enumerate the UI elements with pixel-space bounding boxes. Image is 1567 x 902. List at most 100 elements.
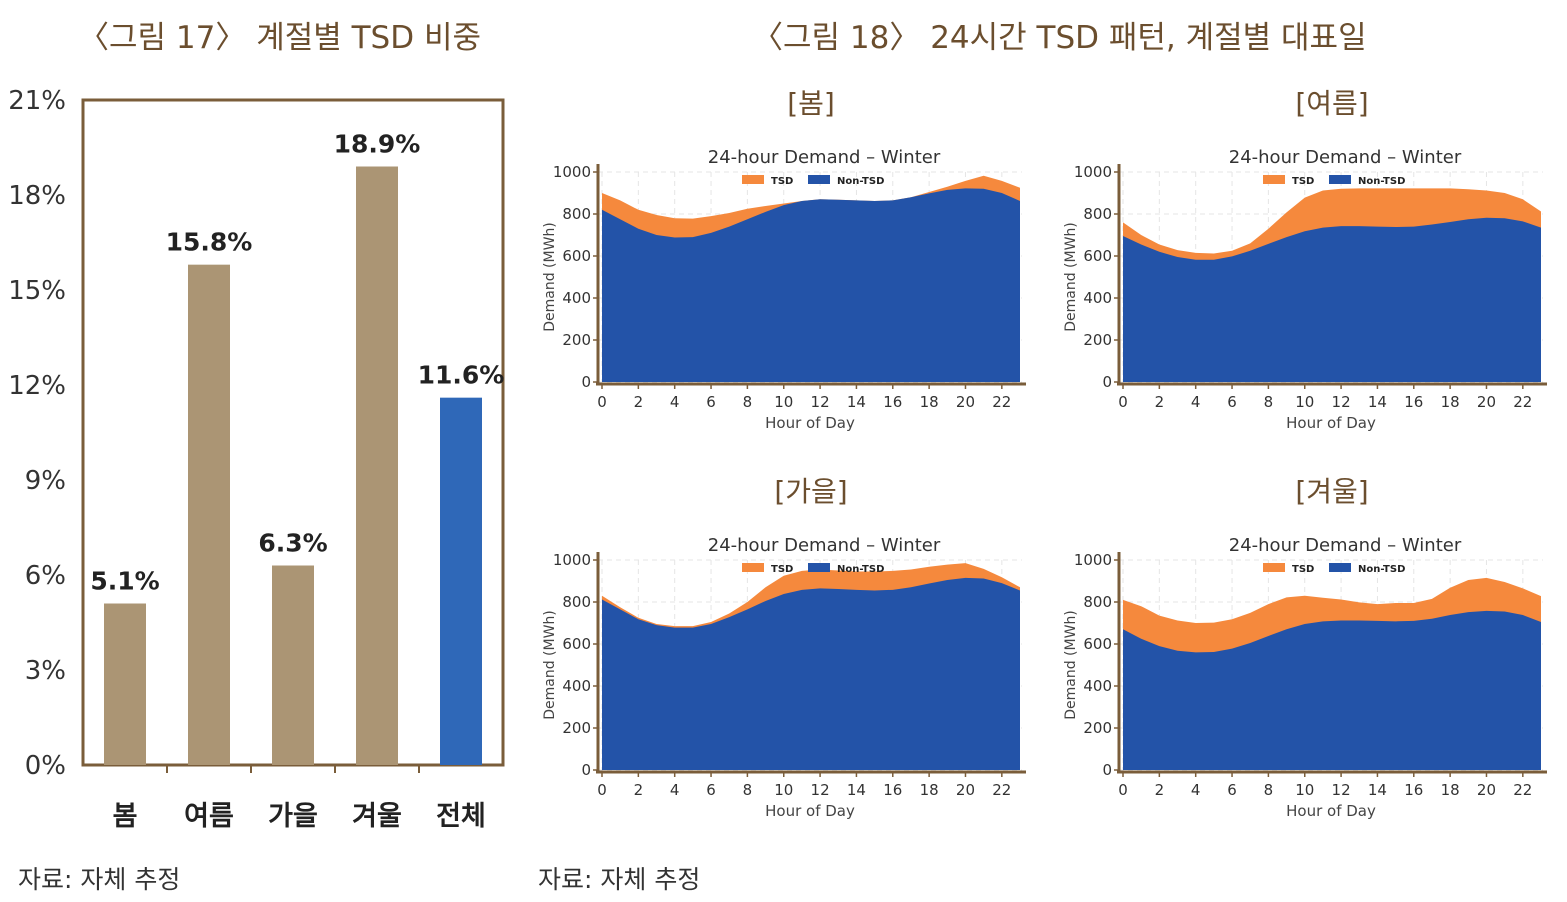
legend-label-non-tsd: Non-TSD	[837, 176, 884, 187]
x-tick-label: 20	[1477, 781, 1496, 799]
x-tick-label: 0	[597, 781, 607, 799]
legend-swatch-tsd	[742, 563, 764, 572]
legend-label-tsd: TSD	[771, 176, 793, 187]
figure-18-title: 〈그림 18〉 24시간 TSD 패턴, 계절별 대표일	[752, 20, 1367, 56]
x-tick-label: 20	[956, 393, 975, 411]
non-tsd-area	[1123, 217, 1541, 382]
x-tick-label: 22	[1513, 393, 1532, 411]
y-tick-label: 1000	[1074, 163, 1112, 181]
y-tick-label: 1000	[553, 163, 591, 181]
legend-label-non-tsd: Non-TSD	[1358, 564, 1405, 575]
area-chart-panel-3: [가을]24-hour Demand – Winter0200400600800…	[542, 475, 1026, 820]
y-tick-label: 200	[562, 331, 591, 349]
y-tick-label: 18%	[8, 181, 66, 211]
figure-17-source: 자료: 자체 추정	[18, 865, 181, 894]
y-tick-label: 1000	[553, 551, 591, 569]
panel-title: 24-hour Demand – Winter	[708, 147, 941, 168]
y-tick-label: 0	[1102, 373, 1112, 391]
bar	[188, 264, 230, 765]
x-tick-label: 12	[1332, 781, 1351, 799]
x-tick-label: 2	[1155, 781, 1165, 799]
y-tick-label: 200	[562, 719, 591, 737]
y-tick-label: 600	[562, 635, 591, 653]
y-tick-label: 600	[562, 247, 591, 265]
x-tick-label: 4	[1191, 781, 1201, 799]
x-tick-label: 16	[883, 781, 902, 799]
legend-swatch-tsd	[1263, 175, 1285, 184]
x-tick-label: 20	[956, 781, 975, 799]
x-tick-label: 18	[1441, 393, 1460, 411]
y-tick-label: 400	[1083, 677, 1112, 695]
x-tick-label: 2	[634, 393, 644, 411]
non-tsd-area	[602, 577, 1020, 770]
y-tick-label: 0	[581, 761, 591, 779]
figure-18-source: 자료: 자체 추정	[538, 865, 701, 894]
area-chart-panel-4: [겨울]24-hour Demand – Winter0200400600800…	[1063, 475, 1547, 820]
x-axis-label: Hour of Day	[1286, 414, 1376, 432]
bar-value-label: 18.9%	[334, 130, 421, 159]
legend-swatch-tsd	[742, 175, 764, 184]
x-axis-label: Hour of Day	[1286, 802, 1376, 820]
legend-swatch-non-tsd	[1329, 175, 1351, 184]
x-tick-label: 4	[670, 781, 680, 799]
legend-label-tsd: TSD	[771, 564, 793, 575]
y-tick-label: 600	[1083, 635, 1112, 653]
area-chart-panel-2: [여름]24-hour Demand – Winter0200400600800…	[1063, 87, 1547, 432]
y-tick-label: 21%	[8, 86, 66, 116]
x-tick-label: 4	[670, 393, 680, 411]
y-tick-label: 800	[1083, 593, 1112, 611]
y-tick-label: 400	[562, 289, 591, 307]
figure-17-title: 〈그림 17〉 계절별 TSD 비중	[78, 20, 481, 56]
x-tick-label: 8	[1264, 393, 1274, 411]
x-tick-label: 20	[1477, 393, 1496, 411]
y-tick-label: 800	[1083, 205, 1112, 223]
x-tick-label: 6	[1227, 781, 1237, 799]
x-tick-label: 12	[811, 393, 830, 411]
panel-label: [봄]	[787, 87, 835, 120]
y-tick-label: 400	[562, 677, 591, 695]
y-axis-label: Demand (MWh)	[1063, 610, 1079, 720]
bar-value-label: 6.3%	[258, 529, 327, 558]
area-chart-panel-1: [봄]24-hour Demand – Winter02004006008001…	[542, 87, 1026, 432]
x-tick-label: 2	[634, 781, 644, 799]
x-axis-label: Hour of Day	[765, 802, 855, 820]
x-tick-label: 14	[847, 781, 866, 799]
panel-label: [가을]	[774, 475, 847, 508]
bar	[356, 166, 398, 765]
non-tsd-area	[1123, 610, 1541, 770]
x-tick-label: 16	[883, 393, 902, 411]
x-tick-label: 16	[1404, 781, 1423, 799]
x-axis-label: Hour of Day	[765, 414, 855, 432]
legend-label-non-tsd: Non-TSD	[837, 564, 884, 575]
y-tick-label: 6%	[25, 561, 66, 591]
y-tick-label: 800	[562, 205, 591, 223]
y-tick-label: 1000	[1074, 551, 1112, 569]
x-tick-label: 10	[774, 781, 793, 799]
legend-swatch-non-tsd	[808, 563, 830, 572]
x-tick-label: 6	[1227, 393, 1237, 411]
x-category-label: 가을	[268, 801, 318, 832]
x-tick-label: 10	[1295, 781, 1314, 799]
legend-swatch-tsd	[1263, 563, 1285, 572]
y-tick-label: 3%	[25, 656, 66, 686]
x-tick-label: 0	[1118, 393, 1128, 411]
x-tick-label: 8	[743, 393, 753, 411]
x-tick-label: 14	[1368, 393, 1387, 411]
x-tick-label: 2	[1155, 393, 1165, 411]
x-tick-label: 6	[706, 781, 716, 799]
panel-label: [겨울]	[1295, 475, 1368, 508]
y-tick-label: 12%	[8, 371, 66, 401]
x-category-label: 겨울	[352, 801, 402, 832]
x-tick-label: 14	[1368, 781, 1387, 799]
legend-label-tsd: TSD	[1292, 564, 1314, 575]
figure-17-bar-chart: 0% 3% 6% 9% 12% 15% 18% 21% 5.1% 봄 15.8% 여름 6.3% 가을 18…	[8, 86, 505, 832]
y-axis-label: Demand (MWh)	[1063, 222, 1079, 332]
x-category-label: 봄	[113, 801, 138, 832]
x-tick-label: 18	[920, 781, 939, 799]
x-tick-label: 4	[1191, 393, 1201, 411]
y-tick-label: 200	[1083, 719, 1112, 737]
y-tick-label: 200	[1083, 331, 1112, 349]
x-tick-label: 10	[774, 393, 793, 411]
y-axis-label: Demand (MWh)	[542, 222, 558, 332]
